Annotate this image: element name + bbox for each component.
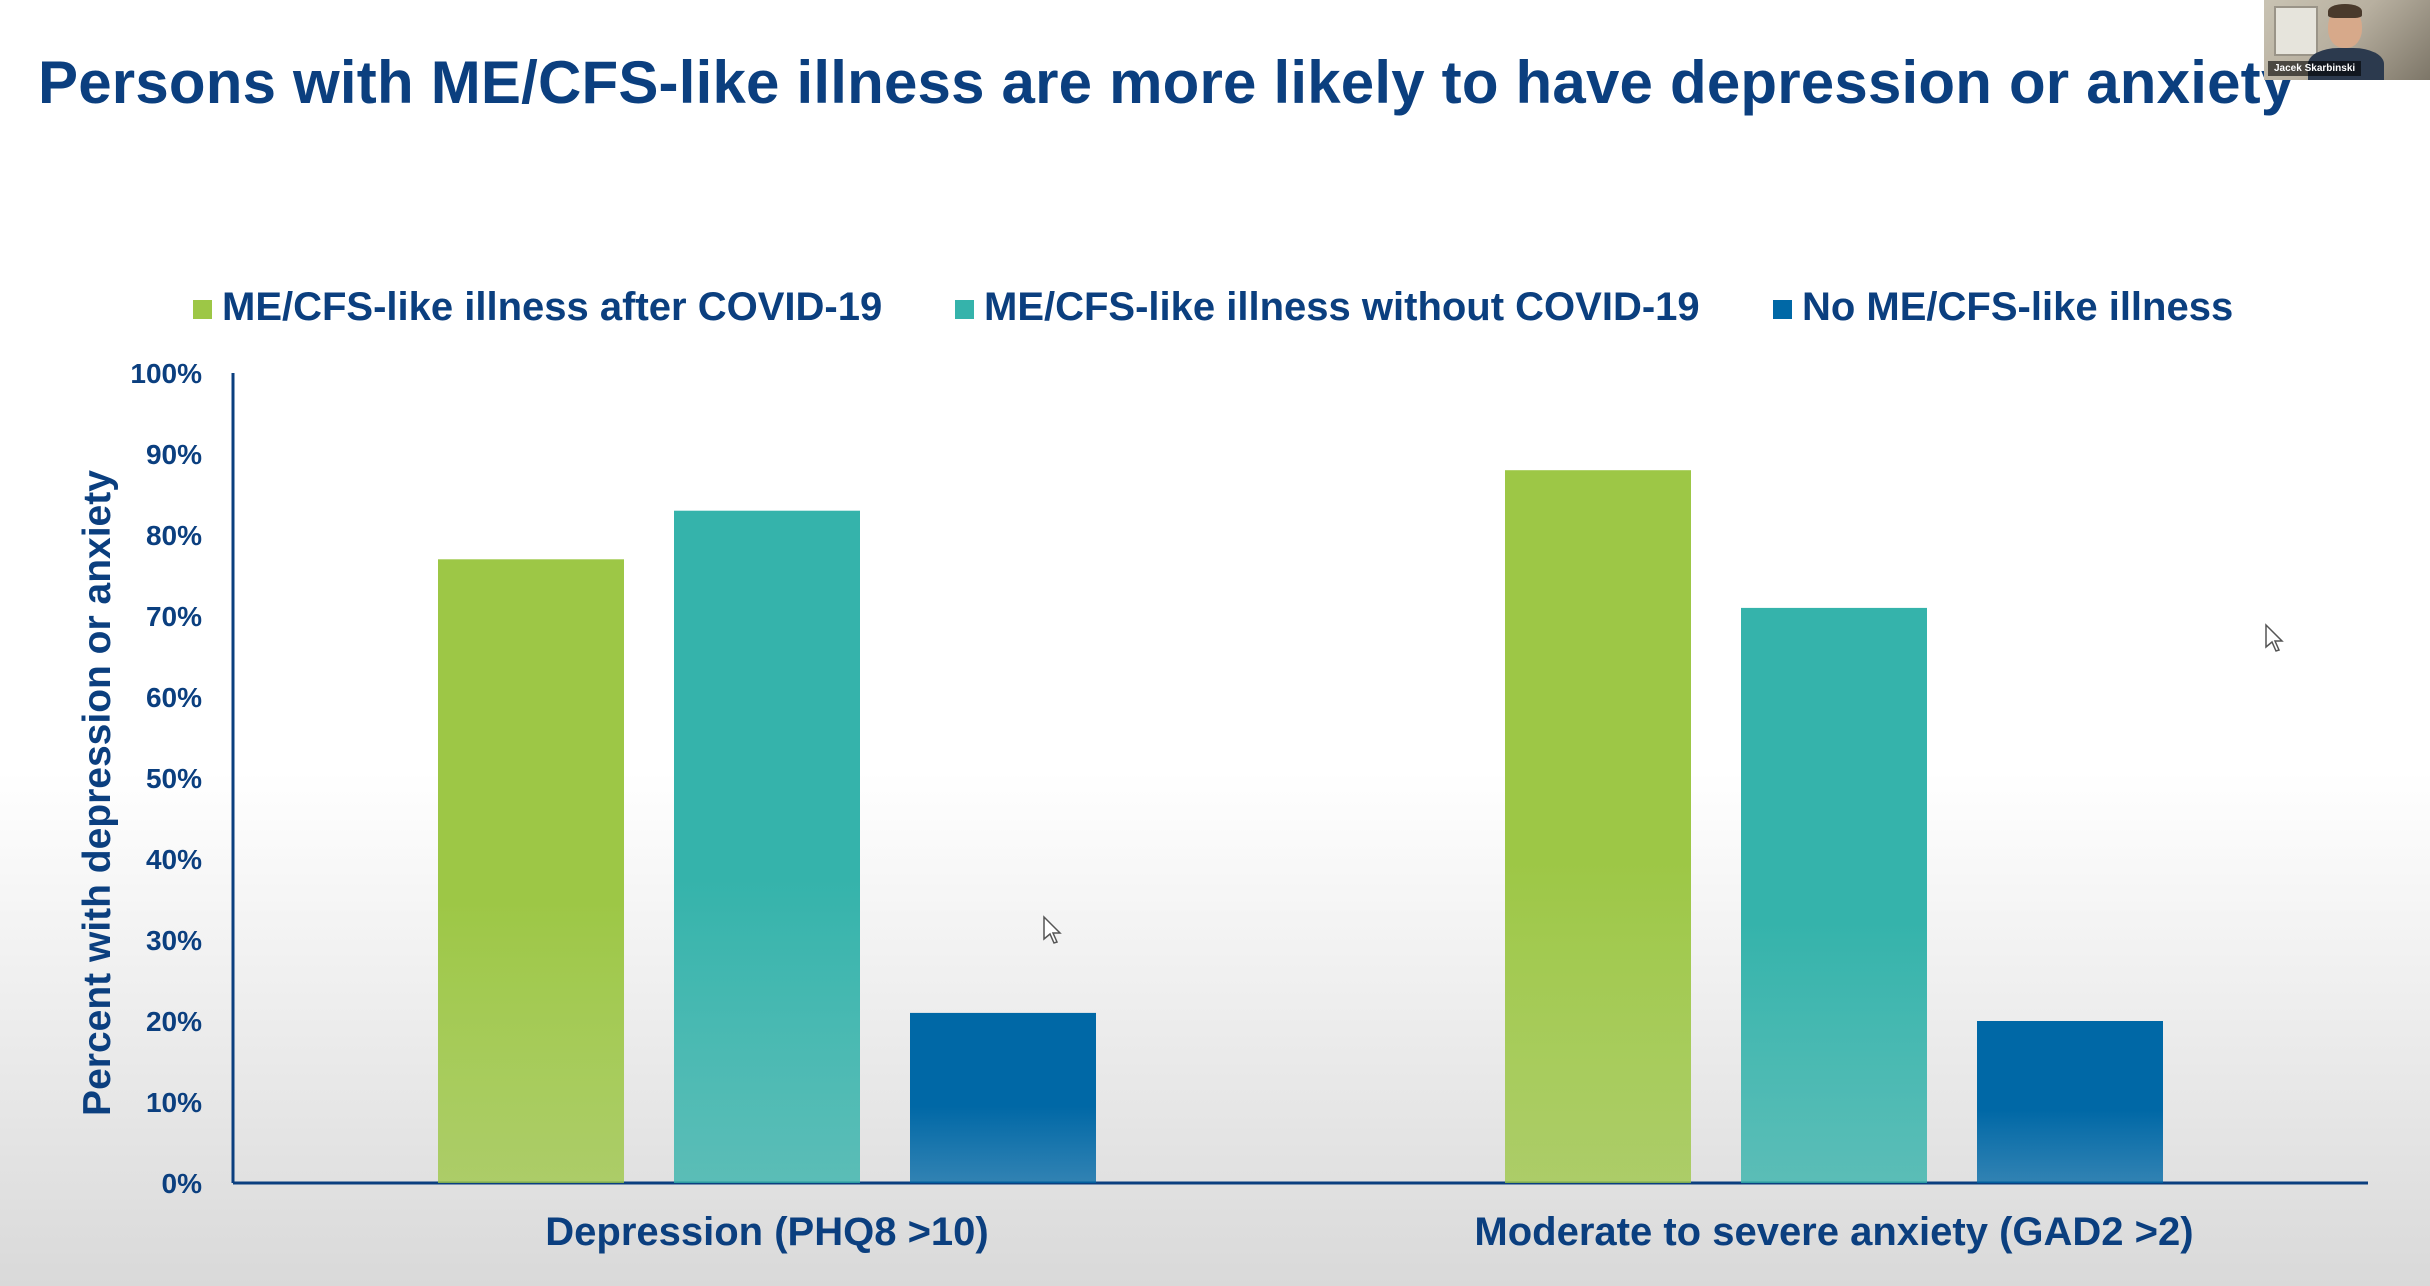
slide-title: Persons with ME/CFS-like illness are mor… <box>38 49 2295 116</box>
y-tick-label: 20% <box>146 1006 202 1037</box>
legend-label-2: ME/CFS-like illness without COVID-19 <box>984 285 1700 329</box>
mouse-cursors <box>1043 623 2284 944</box>
y-tick-label: 80% <box>146 520 202 551</box>
mouse-pointer-icon <box>2265 623 2284 652</box>
y-tick-label: 60% <box>146 682 202 713</box>
x-category-label: Depression (PHQ8 >10) <box>545 1210 989 1254</box>
y-tick-label: 50% <box>146 763 202 794</box>
y-tick-label: 10% <box>146 1087 202 1118</box>
y-tick-label: 90% <box>146 439 202 470</box>
x-category-label: Moderate to severe anxiety (GAD2 >2) <box>1474 1210 2193 1254</box>
y-tick-label: 70% <box>146 601 202 632</box>
bar-1-3 <box>910 1012 1096 1183</box>
mouse-pointer-icon <box>1043 915 1062 944</box>
presenter-name-label: Jacek Skarbinski <box>2268 61 2362 76</box>
chart-bars <box>438 470 2163 1183</box>
presenter-webcam-thumbnail: Jacek Skarbinski <box>2264 0 2430 80</box>
bar-2-1 <box>1505 470 1691 1183</box>
bar-2-2 <box>1741 607 1927 1183</box>
y-axis-title: Percent with depression or anxiety <box>76 470 119 1116</box>
webcam-background-window <box>2274 6 2318 56</box>
y-tick-label: 30% <box>146 925 202 956</box>
legend-swatch-2 <box>955 300 974 319</box>
legend-label-1: ME/CFS-like illness after COVID-19 <box>222 285 882 329</box>
y-tick-label: 100% <box>130 358 202 389</box>
bar-1-2 <box>674 510 860 1183</box>
presenter-hair <box>2328 4 2362 18</box>
legend-label-3: No ME/CFS-like illness <box>1802 285 2233 329</box>
legend-swatch-1 <box>193 300 212 319</box>
chart-legend: ME/CFS-like illness after COVID-19 ME/CFS… <box>193 285 2233 329</box>
bar-1-1 <box>438 559 624 1183</box>
y-tick-label: 40% <box>146 844 202 875</box>
legend-swatch-3 <box>1773 300 1792 319</box>
y-tick-label: 0% <box>162 1168 203 1199</box>
bar-2-3 <box>1977 1021 2163 1183</box>
chart-category-labels: Depression (PHQ8 >10) Moderate to severe … <box>545 1210 2193 1254</box>
